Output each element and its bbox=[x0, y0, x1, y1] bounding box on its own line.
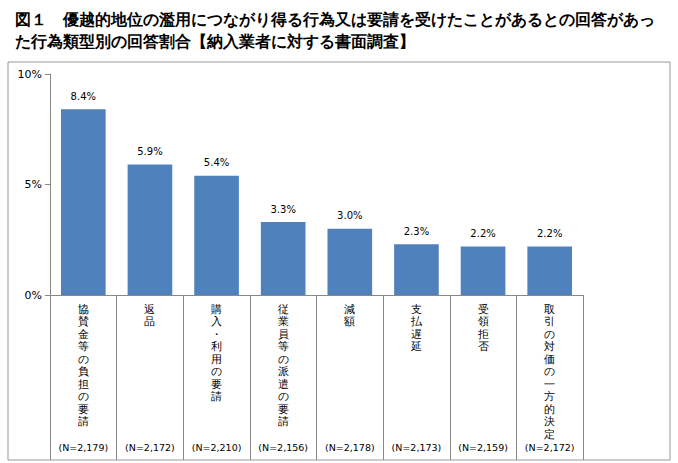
svg-text:対: 対 bbox=[544, 340, 555, 353]
svg-text:取: 取 bbox=[544, 303, 555, 316]
svg-text:決: 決 bbox=[544, 415, 555, 428]
svg-text:業: 業 bbox=[278, 315, 289, 328]
svg-text:受: 受 bbox=[478, 303, 489, 316]
svg-text:担: 担 bbox=[78, 378, 89, 391]
svg-text:の: の bbox=[544, 328, 555, 341]
svg-text:(N=2,172): (N=2,172) bbox=[525, 442, 575, 453]
svg-text:(N=2,156): (N=2,156) bbox=[258, 442, 308, 453]
svg-text:3.0%: 3.0% bbox=[337, 210, 362, 221]
svg-text:品: 品 bbox=[144, 315, 155, 328]
svg-text:(N=2,173): (N=2,173) bbox=[392, 442, 442, 453]
svg-text:的: 的 bbox=[544, 403, 555, 416]
svg-text:領: 領 bbox=[478, 315, 489, 328]
svg-text:引: 引 bbox=[544, 315, 555, 328]
svg-text:3.3%: 3.3% bbox=[270, 204, 295, 215]
svg-text:(N=2,210): (N=2,210) bbox=[192, 442, 242, 453]
svg-text:(N=2,172): (N=2,172) bbox=[125, 442, 175, 453]
svg-text:の: の bbox=[211, 365, 222, 378]
svg-text:従: 従 bbox=[278, 303, 289, 316]
svg-text:5.4%: 5.4% bbox=[204, 157, 229, 168]
svg-text:10%: 10% bbox=[18, 68, 42, 81]
svg-text:拒: 拒 bbox=[477, 328, 489, 341]
svg-text:5.9%: 5.9% bbox=[137, 146, 162, 157]
svg-text:等: 等 bbox=[278, 340, 289, 353]
svg-text:支: 支 bbox=[411, 303, 422, 316]
svg-text:購: 購 bbox=[211, 303, 222, 316]
svg-text:延: 延 bbox=[410, 340, 422, 353]
svg-text:返: 返 bbox=[144, 303, 155, 316]
svg-text:(N=2,179): (N=2,179) bbox=[58, 442, 108, 453]
svg-text:要: 要 bbox=[211, 378, 222, 391]
svg-text:金: 金 bbox=[78, 328, 89, 341]
svg-text:請: 請 bbox=[78, 415, 89, 428]
svg-text:2.3%: 2.3% bbox=[404, 226, 429, 237]
svg-text:減: 減 bbox=[344, 303, 355, 316]
svg-text:額: 額 bbox=[344, 315, 355, 328]
svg-text:・: ・ bbox=[211, 328, 222, 341]
svg-text:5%: 5% bbox=[25, 178, 42, 191]
svg-text:入: 入 bbox=[211, 315, 222, 328]
svg-text:価: 価 bbox=[544, 353, 555, 366]
svg-text:遣: 遣 bbox=[278, 378, 289, 391]
svg-text:用: 用 bbox=[211, 353, 222, 366]
svg-text:の: の bbox=[78, 353, 89, 366]
svg-text:定: 定 bbox=[544, 428, 555, 441]
svg-text:請: 請 bbox=[211, 390, 222, 403]
svg-text:利: 利 bbox=[211, 340, 222, 353]
svg-text:派: 派 bbox=[278, 365, 289, 378]
svg-text:の: の bbox=[278, 390, 289, 403]
svg-text:要: 要 bbox=[278, 403, 289, 416]
svg-text:図１ 優越的地位の濫用につながり得る行為又は要請を受けたこと: 図１ 優越的地位の濫用につながり得る行為又は要請を受けたことがあるとの回答があっ bbox=[15, 11, 655, 29]
svg-text:否: 否 bbox=[478, 340, 489, 353]
svg-text:(N=2,159): (N=2,159) bbox=[458, 442, 508, 453]
svg-text:要: 要 bbox=[78, 403, 89, 416]
svg-text:負: 負 bbox=[78, 365, 89, 378]
svg-text:8.4%: 8.4% bbox=[71, 91, 96, 102]
svg-text:払: 払 bbox=[410, 315, 423, 328]
svg-text:員: 員 bbox=[278, 328, 289, 341]
svg-text:の: の bbox=[78, 390, 89, 403]
svg-text:一: 一 bbox=[544, 378, 555, 391]
svg-text:請: 請 bbox=[278, 415, 289, 428]
svg-text:賛: 賛 bbox=[78, 315, 89, 328]
svg-text:等: 等 bbox=[78, 340, 89, 353]
svg-text:2.2%: 2.2% bbox=[537, 228, 562, 239]
svg-text:協: 協 bbox=[78, 303, 89, 316]
svg-text:の: の bbox=[278, 353, 289, 366]
svg-text:0%: 0% bbox=[25, 289, 42, 302]
svg-text:た行為類型別の回答割合【納入業者に対する書面調査】: た行為類型別の回答割合【納入業者に対する書面調査】 bbox=[15, 32, 415, 51]
svg-text:(N=2,178): (N=2,178) bbox=[325, 442, 375, 453]
svg-text:方: 方 bbox=[544, 390, 555, 403]
svg-text:2.2%: 2.2% bbox=[470, 228, 495, 239]
svg-text:遅: 遅 bbox=[411, 328, 422, 341]
svg-text:の: の bbox=[544, 365, 555, 378]
